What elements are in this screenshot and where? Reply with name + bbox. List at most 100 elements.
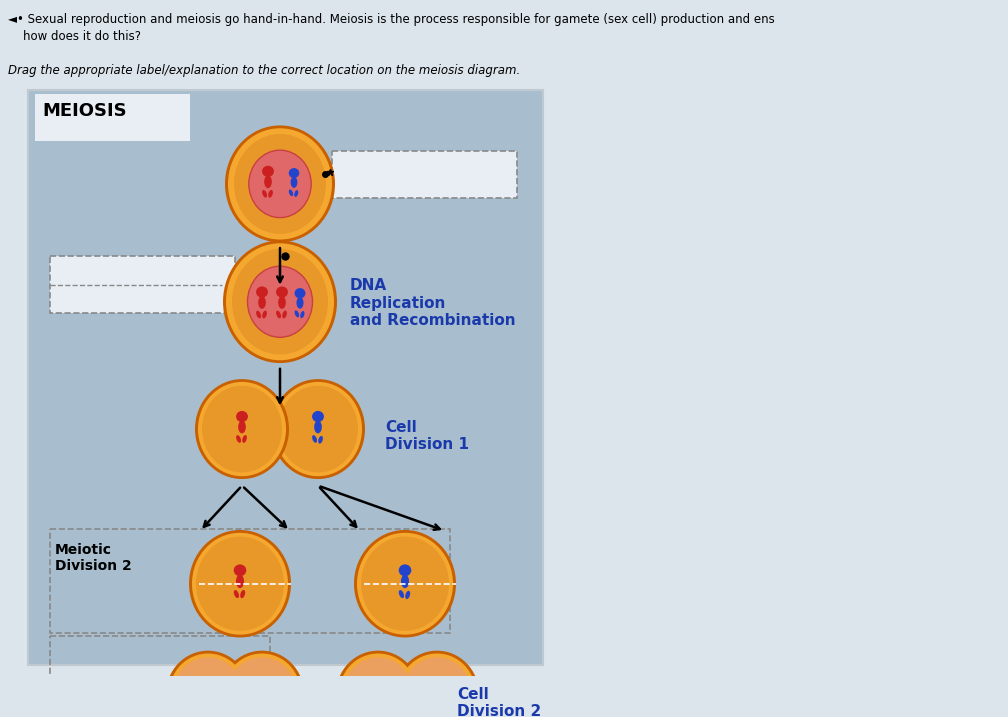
Text: Drag the appropriate label/explanation to the correct location on the meiosis di: Drag the appropriate label/explanation t… [8,64,520,77]
Ellipse shape [278,296,286,309]
Ellipse shape [289,189,293,196]
Ellipse shape [294,310,299,318]
Ellipse shape [234,590,239,598]
Text: Meiotic
Division 2: Meiotic Division 2 [55,543,132,574]
Circle shape [276,286,288,298]
Ellipse shape [354,530,456,637]
Text: how does it do this?: how does it do this? [8,30,141,43]
Ellipse shape [314,421,322,433]
Circle shape [262,166,274,177]
Ellipse shape [343,657,413,717]
Ellipse shape [402,657,472,717]
Ellipse shape [276,310,281,318]
Ellipse shape [248,266,312,337]
Ellipse shape [361,536,449,631]
Bar [332,151,517,198]
Circle shape [294,288,305,298]
Ellipse shape [268,190,273,198]
Ellipse shape [232,249,328,355]
Ellipse shape [245,676,279,712]
Text: DNA
Replication
and Recombination: DNA Replication and Recombination [350,278,516,328]
Ellipse shape [282,310,287,318]
Ellipse shape [373,699,377,706]
Ellipse shape [258,296,266,309]
Ellipse shape [205,688,211,698]
Polygon shape [190,95,245,141]
Ellipse shape [432,699,436,706]
Ellipse shape [378,700,382,706]
Ellipse shape [296,297,303,309]
Text: ◄• Sexual reproduction and meiosis go hand-in-hand. Meiosis is the process respo: ◄• Sexual reproduction and meiosis go ha… [8,13,775,27]
Ellipse shape [375,688,381,698]
Ellipse shape [226,243,334,360]
Text: Meiotic
Division1: Meiotic Division1 [55,273,127,304]
Ellipse shape [240,590,245,598]
Ellipse shape [262,699,266,706]
Ellipse shape [190,530,291,637]
Circle shape [399,564,411,576]
Circle shape [236,411,248,422]
Ellipse shape [398,653,476,717]
Ellipse shape [223,240,337,363]
Ellipse shape [399,590,404,598]
Ellipse shape [249,150,311,217]
Ellipse shape [169,653,247,717]
Ellipse shape [202,386,282,473]
Circle shape [312,411,324,422]
Ellipse shape [319,436,323,444]
Circle shape [288,168,299,178]
Ellipse shape [236,435,241,443]
Ellipse shape [271,379,365,479]
Ellipse shape [262,310,267,318]
Ellipse shape [274,382,362,476]
Circle shape [432,680,442,688]
Ellipse shape [405,591,410,599]
Ellipse shape [300,311,304,318]
Ellipse shape [166,650,250,717]
Ellipse shape [256,310,261,318]
FancyBboxPatch shape [35,95,190,141]
Ellipse shape [336,650,420,717]
Text: Cell
Division 1: Cell Division 1 [385,419,469,452]
Ellipse shape [238,421,246,433]
Ellipse shape [395,650,479,717]
Ellipse shape [234,134,326,234]
Ellipse shape [195,379,289,479]
Ellipse shape [223,653,301,717]
Ellipse shape [437,700,442,706]
Ellipse shape [198,382,286,476]
Text: Cell
Division 2: Cell Division 2 [457,686,541,717]
Circle shape [203,680,213,688]
Ellipse shape [312,435,318,443]
Ellipse shape [192,533,288,635]
Ellipse shape [259,688,265,698]
Bar [50,635,270,717]
Ellipse shape [433,688,440,698]
Ellipse shape [209,699,212,706]
Ellipse shape [401,574,409,588]
Ellipse shape [196,536,284,631]
Text: MEIOSIS: MEIOSIS [42,102,127,120]
Ellipse shape [228,128,332,239]
Ellipse shape [264,176,272,188]
Circle shape [256,286,268,298]
Ellipse shape [204,699,208,706]
Circle shape [234,564,246,576]
Circle shape [257,680,267,688]
Ellipse shape [361,676,395,712]
Ellipse shape [191,676,225,712]
Ellipse shape [220,650,304,717]
Ellipse shape [225,125,335,242]
Ellipse shape [357,533,453,635]
Circle shape [373,680,383,688]
Ellipse shape [278,386,358,473]
Ellipse shape [173,657,243,717]
Ellipse shape [290,176,297,188]
Bar [50,529,450,632]
Ellipse shape [242,435,247,443]
Ellipse shape [236,574,244,588]
Bar [50,257,235,313]
Bar [28,90,543,665]
Ellipse shape [262,190,267,198]
Ellipse shape [339,653,417,717]
